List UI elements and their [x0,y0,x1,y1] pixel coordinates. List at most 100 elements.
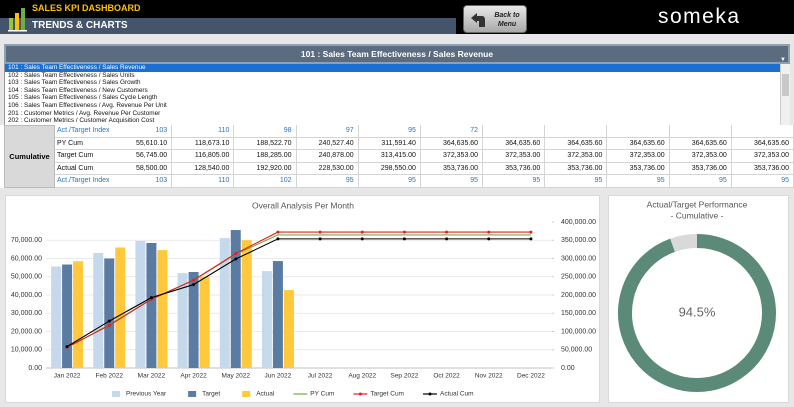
line-marker [149,296,153,300]
line-marker [107,319,111,323]
bar [188,272,199,368]
x-tick-label: Jan 2022 [54,373,81,380]
table-cell: 103 [110,125,173,138]
table-cell: 364,635.60 [545,137,608,151]
donut-center-label: 94.5% [679,304,716,319]
list-item[interactable]: 202 : Customer Metrics / Customer Acquis… [8,117,155,125]
line-marker [234,257,238,261]
table-cell [545,125,608,138]
bar [199,276,210,368]
list-item[interactable]: 104 : Sales Team Effectiveness / New Cus… [8,86,148,94]
legend-swatch [112,391,120,397]
legend-marker [428,392,432,396]
group-label: Cumulative [4,125,55,188]
list-item[interactable]: 102 : Sales Team Effectiveness / Sales U… [8,71,135,79]
back-button[interactable]: Back to Menu [463,5,527,33]
line-marker [529,237,533,241]
table-cell: 95 [545,175,608,188]
bar [157,250,168,368]
back-icon [471,13,485,27]
legend-label: Previous Year [126,391,167,398]
table-cell: 353,736.00 [545,162,608,176]
metric-selector[interactable]: 101 : Sales Team Effectiveness / Sales R… [4,44,790,64]
row-label: Act./Target Index [55,125,110,138]
bar [51,266,62,368]
table-cell: 228,530.00 [296,162,359,176]
table-cell: 311,591.40 [358,137,421,151]
table-cell: 110 [172,125,235,138]
table-cell: 353,736.00 [669,162,732,176]
line-marker [360,230,364,234]
bar [241,240,252,368]
line-marker [360,237,364,241]
line-marker [192,283,196,287]
y2-tick-label: 350,000.00 [561,237,596,244]
y-tick-label: 50,000.00 [11,274,42,281]
table-cell: 95 [420,175,484,188]
table-cell: 192,920.00 [234,162,297,176]
metric-list: 101 : Sales Team Effectiveness / Sales R… [4,64,780,125]
row-label: PY Cum [55,138,110,151]
table-cell: 364,635.60 [420,137,484,151]
list-item[interactable]: 201 : Customer Metrics / Avg. Revenue Pe… [8,109,161,117]
table-cell [607,125,670,138]
row-label: Actual Cum [55,163,110,176]
x-tick-label: Jun 2022 [265,373,292,380]
x-tick-label: Sep 2022 [390,373,418,380]
x-tick-label: Dec 2022 [517,373,545,380]
line-marker [402,230,406,234]
donut-segment [618,234,776,392]
line-marker [107,323,111,327]
y-tick-label: 70,000.00 [11,237,42,244]
table-cell: 364,635.60 [483,137,546,151]
x-tick-label: Nov 2022 [475,373,503,380]
table-cell: 364,635.60 [669,137,732,151]
table-cell: 372,353.00 [420,150,484,163]
page-title: TRENDS & CHARTS [32,20,128,31]
line-marker [65,345,69,349]
table-cell: 353,736.00 [483,162,546,176]
app-title: SALES KPI DASHBOARD [32,3,141,13]
table-cell: 298,550.00 [358,162,421,176]
table-cell: 56,745.00 [110,150,173,163]
donut-subtitle: - Cumulative - [671,210,724,220]
bar [115,247,126,368]
x-tick-label: Aug 2022 [348,373,376,380]
list-item[interactable]: 101 : Sales Team Effectiveness / Sales R… [5,64,780,72]
y2-tick-label: 150,000.00 [561,310,596,317]
table-cell: 95 [607,175,670,188]
line-series [66,238,531,348]
logo: someka [658,5,741,28]
line-marker [192,278,196,282]
y2-tick-label: 0.00 [561,365,575,372]
dropdown-arrow[interactable]: ▼ [780,57,786,63]
table-cell: 364,635.60 [731,137,794,151]
app-icon [8,8,27,32]
legend-label: PY Cum [310,391,334,398]
header-band [0,18,456,34]
bar [62,264,73,368]
table-cell: 188,522.70 [234,137,297,151]
donut-panel [608,195,789,403]
y2-tick-label: 400,000.00 [561,219,596,226]
donut-segment [670,234,698,252]
table-cell: 95 [296,175,359,188]
list-item[interactable]: 106 : Sales Team Effectiveness / Avg. Re… [8,101,167,109]
x-tick-label: Jul 2022 [308,373,333,380]
list-item[interactable]: 105 : Sales Team Effectiveness / Sales C… [8,94,158,102]
scroll-thumb[interactable] [782,74,789,96]
table-cell: 102 [234,175,297,188]
y2-tick-label: 300,000.00 [561,255,596,262]
table-cell: 55,610.10 [110,137,173,151]
table-cell: 188,285.00 [234,150,297,163]
table-cell: 372,353.00 [731,150,794,163]
scrollbar[interactable] [780,64,790,125]
line-series [66,231,531,348]
bar [73,261,84,368]
y-tick-label: 40,000.00 [11,292,42,299]
line-marker [402,237,406,241]
x-tick-label: May 2022 [221,373,250,380]
list-item[interactable]: 103 : Sales Team Effectiveness / Sales G… [8,79,141,87]
